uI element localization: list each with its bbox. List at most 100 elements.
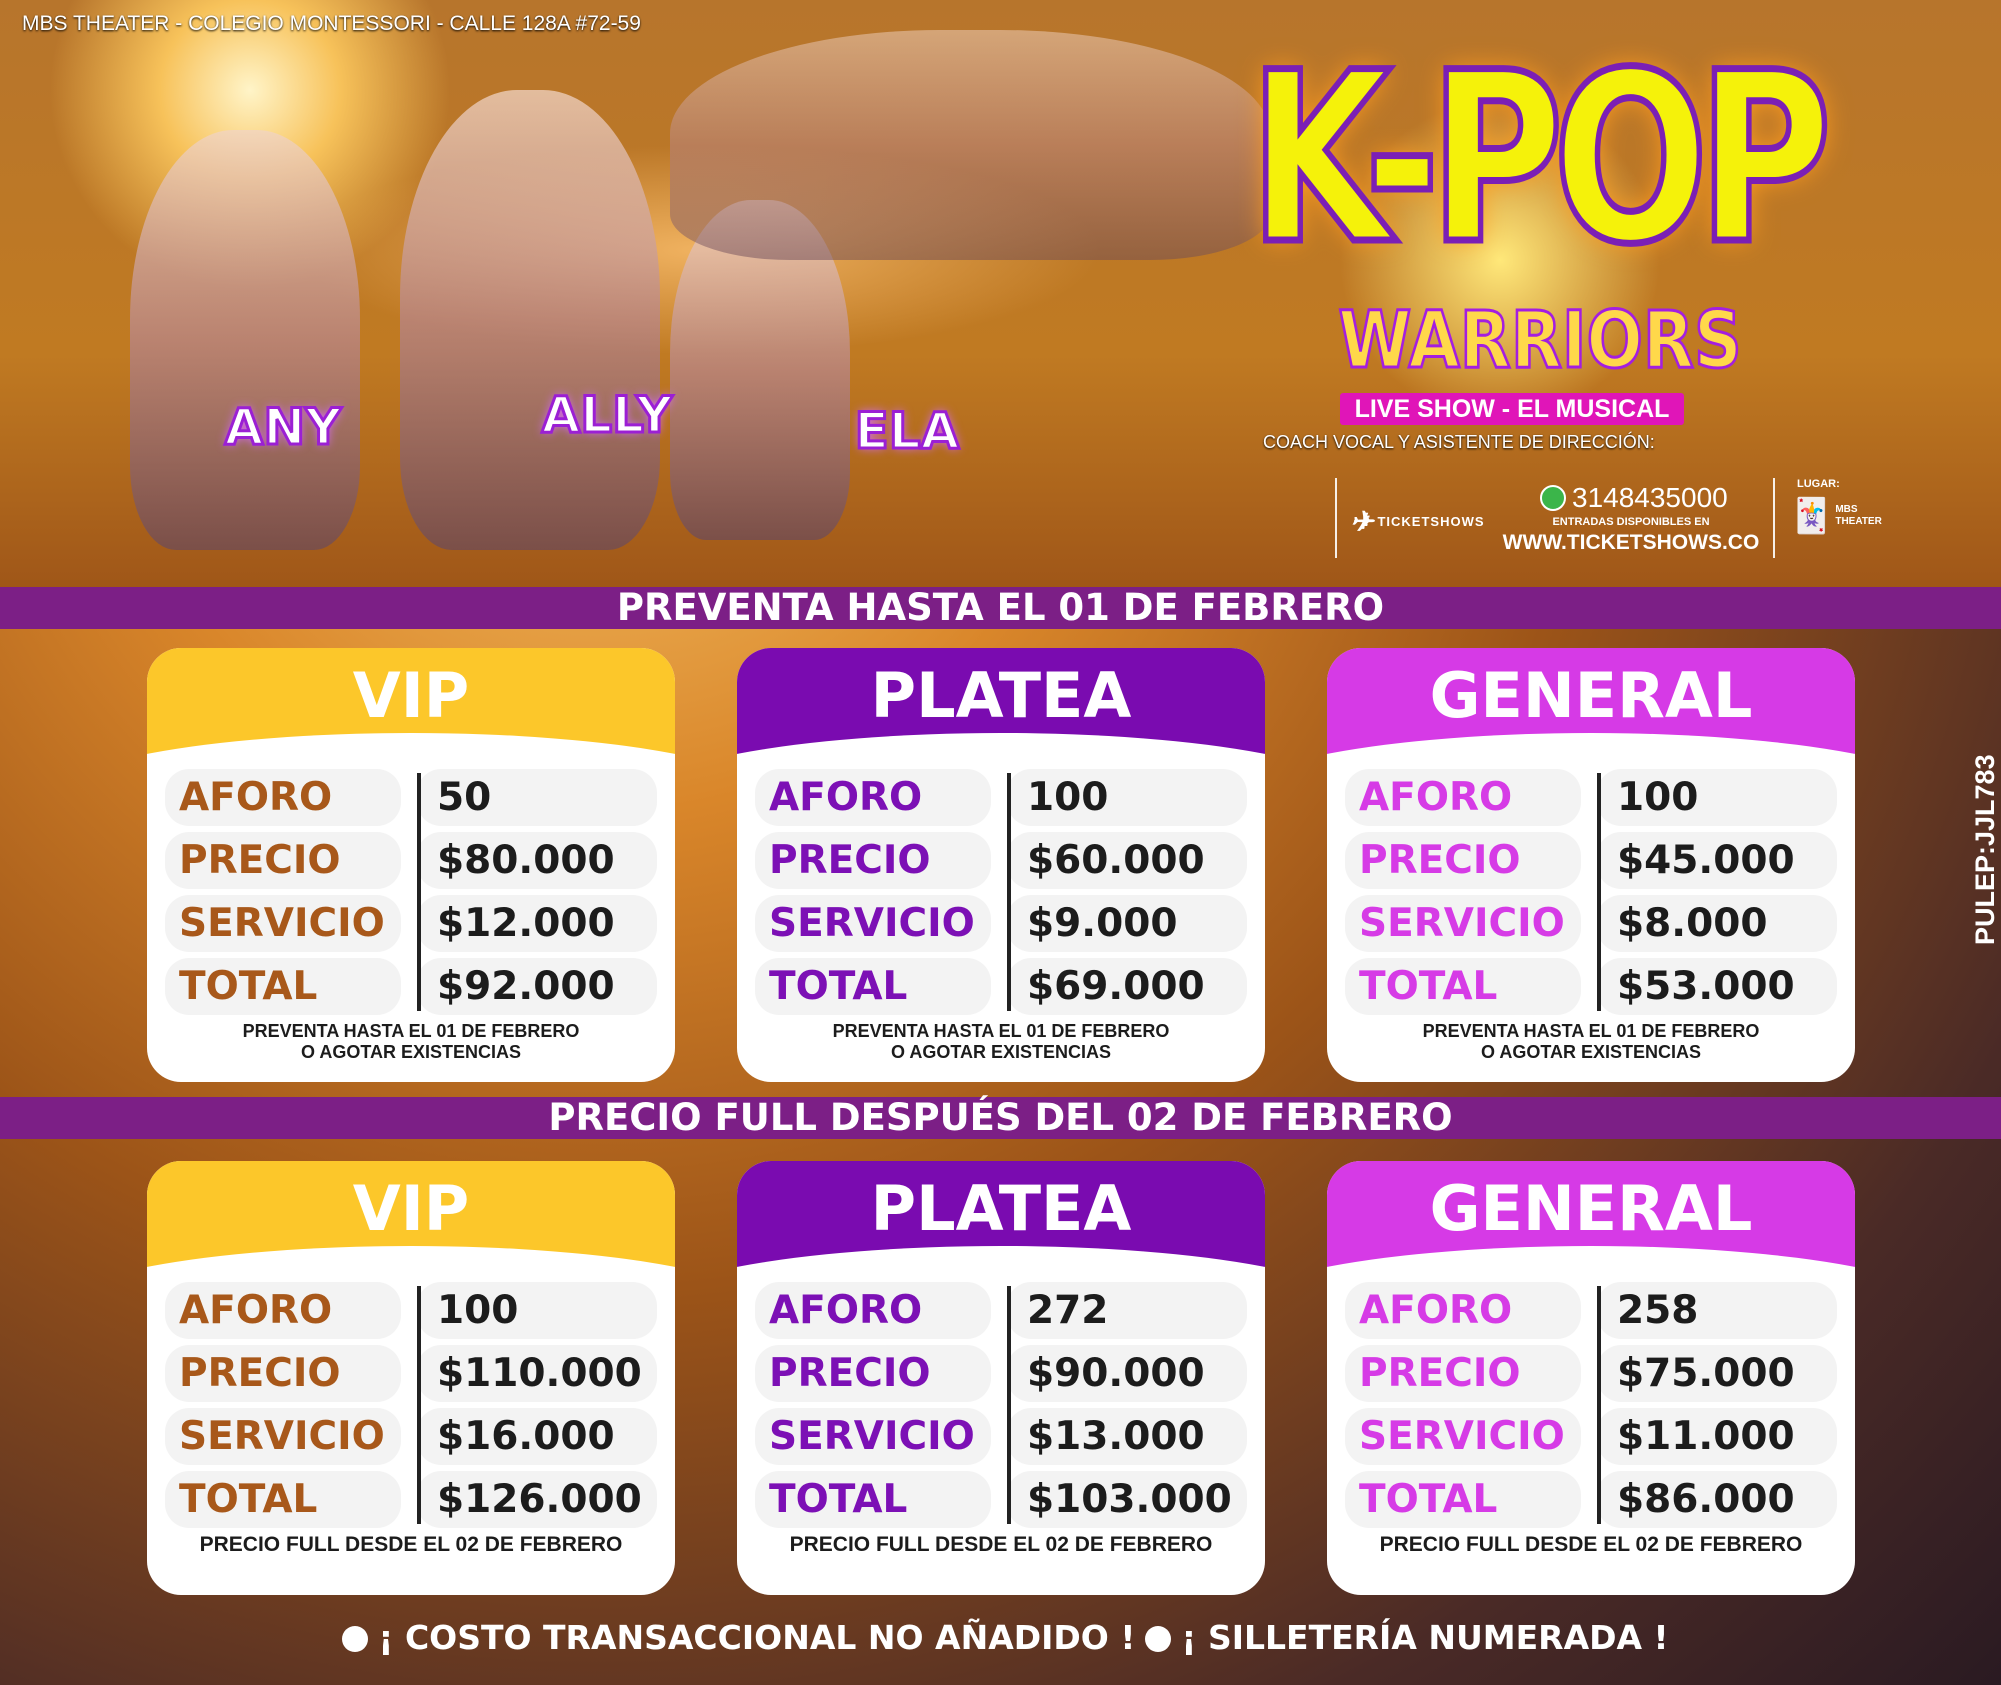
footnote-line: O AGOTAR EXISTENCIAS xyxy=(300,1042,522,1062)
divider xyxy=(417,773,421,1011)
pulep-code: PULEP:JJL783 xyxy=(1970,754,2000,945)
characters-artwork xyxy=(110,10,1270,550)
show-title: K-POP xyxy=(1246,23,1834,296)
row-value: $86.000 xyxy=(1597,1471,1837,1528)
row-value: $8.000 xyxy=(1597,895,1837,952)
available-text: ENTRADAS DISPONIBLES EN xyxy=(1552,516,1710,528)
price-row: TOTAL $92.000 xyxy=(165,958,657,1015)
card-footnote: PRECIO FULL DESDE EL 02 DE FEBRERO xyxy=(1327,1534,1855,1555)
row-label: TOTAL xyxy=(755,958,991,1015)
website-link[interactable]: WWW.TICKETSHOWS.CO xyxy=(1502,531,1760,554)
note: ¡ SILLETERÍA NUMERADA ! xyxy=(1181,1618,1669,1657)
card-header: GENERAL xyxy=(1327,1161,1855,1316)
row-label: AFORO xyxy=(165,769,401,826)
footnote-line: PREVENTA HASTA EL 01 DE FEBRERO xyxy=(832,1021,1170,1041)
price-row: PRECIO $45.000 xyxy=(1345,832,1837,889)
row-label: SERVICIO xyxy=(755,1408,991,1465)
footnote-line: PRECIO FULL DESDE EL 02 DE FEBRERO xyxy=(199,1533,623,1556)
price-row: PRECIO $90.000 xyxy=(755,1345,1247,1402)
row-label: SERVICIO xyxy=(1345,895,1581,952)
character-name: ANY xyxy=(223,397,343,458)
hero-banner xyxy=(0,0,2001,590)
row-label: SERVICIO xyxy=(165,1408,401,1465)
row-label: TOTAL xyxy=(1345,958,1581,1015)
bullet-icon xyxy=(342,1626,369,1652)
card-footnote: PREVENTA HASTA EL 01 DE FEBRERO O AGOTAR … xyxy=(1327,1021,1855,1063)
row-value: $110.000 xyxy=(417,1345,657,1402)
price-row: PRECIO $60.000 xyxy=(755,832,1247,889)
price-row: AFORO 258 xyxy=(1345,1282,1837,1339)
card-footnote: PRECIO FULL DESDE EL 02 DE FEBRERO xyxy=(147,1534,675,1555)
tier-name: GENERAL xyxy=(1429,1172,1753,1245)
card-header: PLATEA xyxy=(737,648,1265,803)
row-label: AFORO xyxy=(1345,1282,1581,1339)
tier-name: PLATEA xyxy=(870,1172,1132,1245)
show-subtitle: WARRIORS xyxy=(1337,296,1743,386)
ticket-card-platea: PLATEA AFORO 100 PRECIO $60.000 SERVICIO $9.0… xyxy=(737,648,1265,1082)
tier-name: GENERAL xyxy=(1429,659,1753,732)
row-label: TOTAL xyxy=(1345,1471,1581,1528)
row-value: $53.000 xyxy=(1597,958,1837,1015)
venue-label: LUGAR: xyxy=(1797,478,1840,490)
row-label: TOTAL xyxy=(755,1471,991,1528)
row-value: 258 xyxy=(1597,1282,1837,1339)
price-row: SERVICIO $16.000 xyxy=(165,1408,657,1465)
coach-credit: COACH VOCAL Y ASISTENTE DE DIRECCIÓN: xyxy=(1263,432,1655,452)
card-footnote: PREVENTA HASTA EL 01 DE FEBRERO O AGOTAR … xyxy=(737,1021,1265,1063)
card-footnote: PREVENTA HASTA EL 01 DE FEBRERO O AGOTAR … xyxy=(147,1021,675,1063)
ticketshows-text: TICKETSHOWS xyxy=(1377,514,1485,529)
footnote-line: PRECIO FULL DESDE EL 02 DE FEBRERO xyxy=(1379,1533,1803,1556)
divider xyxy=(1597,773,1601,1011)
whatsapp-icon xyxy=(1540,485,1566,511)
ticket-card-vip: VIP AFORO 100 PRECIO $110.000 SERVICIO $16.00… xyxy=(147,1161,675,1595)
row-value: 272 xyxy=(1007,1282,1247,1339)
row-label: AFORO xyxy=(755,1282,991,1339)
row-label: TOTAL xyxy=(165,1471,401,1528)
ticketshows-icon: ✈ xyxy=(1350,506,1374,537)
divider xyxy=(1335,478,1337,558)
row-value: 100 xyxy=(1597,769,1837,826)
price-row: AFORO 100 xyxy=(755,769,1247,826)
card-header: VIP xyxy=(147,648,675,803)
whatsapp-contact[interactable]: 3148435000 xyxy=(1540,482,1728,514)
row-label: TOTAL xyxy=(165,958,401,1015)
price-row: AFORO 50 xyxy=(165,769,657,826)
row-value: $45.000 xyxy=(1597,832,1837,889)
row-value: $126.000 xyxy=(417,1471,657,1528)
card-header: PLATEA xyxy=(737,1161,1265,1316)
tier-name: PLATEA xyxy=(870,659,1132,732)
row-label: PRECIO xyxy=(755,1345,991,1402)
card-footnote: PRECIO FULL DESDE EL 02 DE FEBRERO xyxy=(737,1534,1265,1555)
row-label: PRECIO xyxy=(165,1345,401,1402)
row-label: SERVICIO xyxy=(165,895,401,952)
price-row: AFORO 100 xyxy=(1345,769,1837,826)
row-value: 100 xyxy=(417,1282,657,1339)
price-row: TOTAL $126.000 xyxy=(165,1471,657,1528)
mbs-theater-logo: 🃏 MBS THEATER xyxy=(1790,496,1885,536)
price-row: TOTAL $53.000 xyxy=(1345,958,1837,1015)
price-row: PRECIO $80.000 xyxy=(165,832,657,889)
price-row: PRECIO $110.000 xyxy=(165,1345,657,1402)
row-label: PRECIO xyxy=(165,832,401,889)
row-label: AFORO xyxy=(1345,769,1581,826)
footnote-line: O AGOTAR EXISTENCIAS xyxy=(1480,1042,1702,1062)
price-row: TOTAL $86.000 xyxy=(1345,1471,1837,1528)
row-value: $9.000 xyxy=(1007,895,1247,952)
character-name: ELA xyxy=(853,401,961,462)
price-row: SERVICIO $13.000 xyxy=(755,1408,1247,1465)
ticket-card-general: GENERAL AFORO 258 PRECIO $75.000 SERVICIO $11… xyxy=(1327,1161,1855,1595)
divider xyxy=(1597,1286,1601,1524)
footnote-line: O AGOTAR EXISTENCIAS xyxy=(890,1042,1112,1062)
row-label: AFORO xyxy=(165,1282,401,1339)
note: ¡ COSTO TRANSACCIONAL NO AÑADIDO ! xyxy=(378,1618,1136,1657)
venue-name: MBS THEATER xyxy=(1835,504,1882,527)
presale-banner: PREVENTA HASTA EL 01 DE FEBRERO xyxy=(0,587,2001,629)
divider xyxy=(1007,773,1011,1011)
row-value: $12.000 xyxy=(417,895,657,952)
row-value: $13.000 xyxy=(1007,1408,1247,1465)
row-value: $80.000 xyxy=(417,832,657,889)
price-row: TOTAL $69.000 xyxy=(755,958,1247,1015)
price-row: SERVICIO $8.000 xyxy=(1345,895,1837,952)
tier-name: VIP xyxy=(352,1172,470,1245)
footnote-line: PRECIO FULL DESDE EL 02 DE FEBRERO xyxy=(789,1533,1213,1556)
